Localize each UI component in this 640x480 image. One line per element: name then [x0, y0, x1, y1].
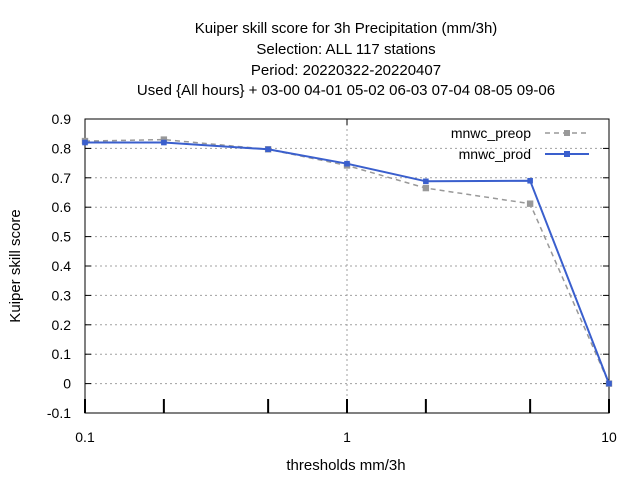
series-layer [81, 136, 613, 387]
x-tick-label: 1 [343, 429, 351, 445]
data-point-mnwc_prod [265, 146, 271, 153]
legend-label-mnwc_preop: mnwc_preop [451, 125, 531, 141]
y-tick-label: 0.8 [52, 140, 72, 156]
legend: mnwc_preop mnwc_prod [451, 125, 589, 162]
data-point-mnwc_prod [423, 178, 429, 185]
title-line-2: Selection: ALL 117 stations [256, 41, 435, 58]
x-tick-label: 0.1 [75, 429, 95, 445]
x-axis-label: thresholds mm/3h [286, 457, 405, 474]
y-tick-label: -0.1 [47, 405, 71, 421]
axes: -0.1 0 0.1 0.2 0.3 0.4 0.5 0.6 0.7 0.8 0.9 0.1 1 10 [47, 111, 617, 445]
y-tick-label: 0.3 [52, 287, 72, 303]
legend-marker-mnwc_prod [564, 151, 570, 157]
y-tick-label: 0.1 [52, 346, 72, 362]
series-line-mnwc_preop [84, 138, 610, 384]
data-point-mnwc_prod [606, 380, 612, 387]
y-tick-label: 0.6 [52, 199, 72, 215]
title-line-4: Used {All hours} + 03-00 04-01 05-02 06-… [137, 82, 555, 99]
data-point-mnwc_prod [527, 177, 533, 184]
legend-label-mnwc_prod: mnwc_prod [459, 146, 531, 162]
data-point-mnwc_preop [160, 136, 168, 143]
y-tick-label: 0.2 [52, 317, 72, 333]
data-point-mnwc_preop [526, 200, 534, 207]
data-point-mnwc_prod [82, 139, 88, 146]
y-tick-label: 0.5 [52, 229, 72, 245]
x-tick-label: 10 [601, 429, 617, 445]
grid-lines [85, 119, 609, 413]
legend-marker-mnwc_preop [564, 130, 570, 136]
y-axis-label: Kuiper skill score [7, 209, 24, 322]
chart-title: Kuiper skill score for 3h Precipitation … [137, 20, 555, 99]
y-tick-label: 0 [63, 376, 71, 392]
y-tick-label: 0.4 [52, 258, 72, 274]
data-point-mnwc_prod [161, 139, 167, 146]
y-tick-label: 0.7 [52, 170, 72, 186]
data-point-mnwc_preop [422, 184, 430, 192]
title-line-3: Period: 20220322-20220407 [251, 62, 441, 79]
data-point-mnwc_prod [344, 160, 350, 167]
y-tick-label: 0.9 [52, 111, 72, 127]
series-mnwc_prod [82, 139, 612, 387]
title-line-1: Kuiper skill score for 3h Precipitation … [195, 20, 498, 37]
